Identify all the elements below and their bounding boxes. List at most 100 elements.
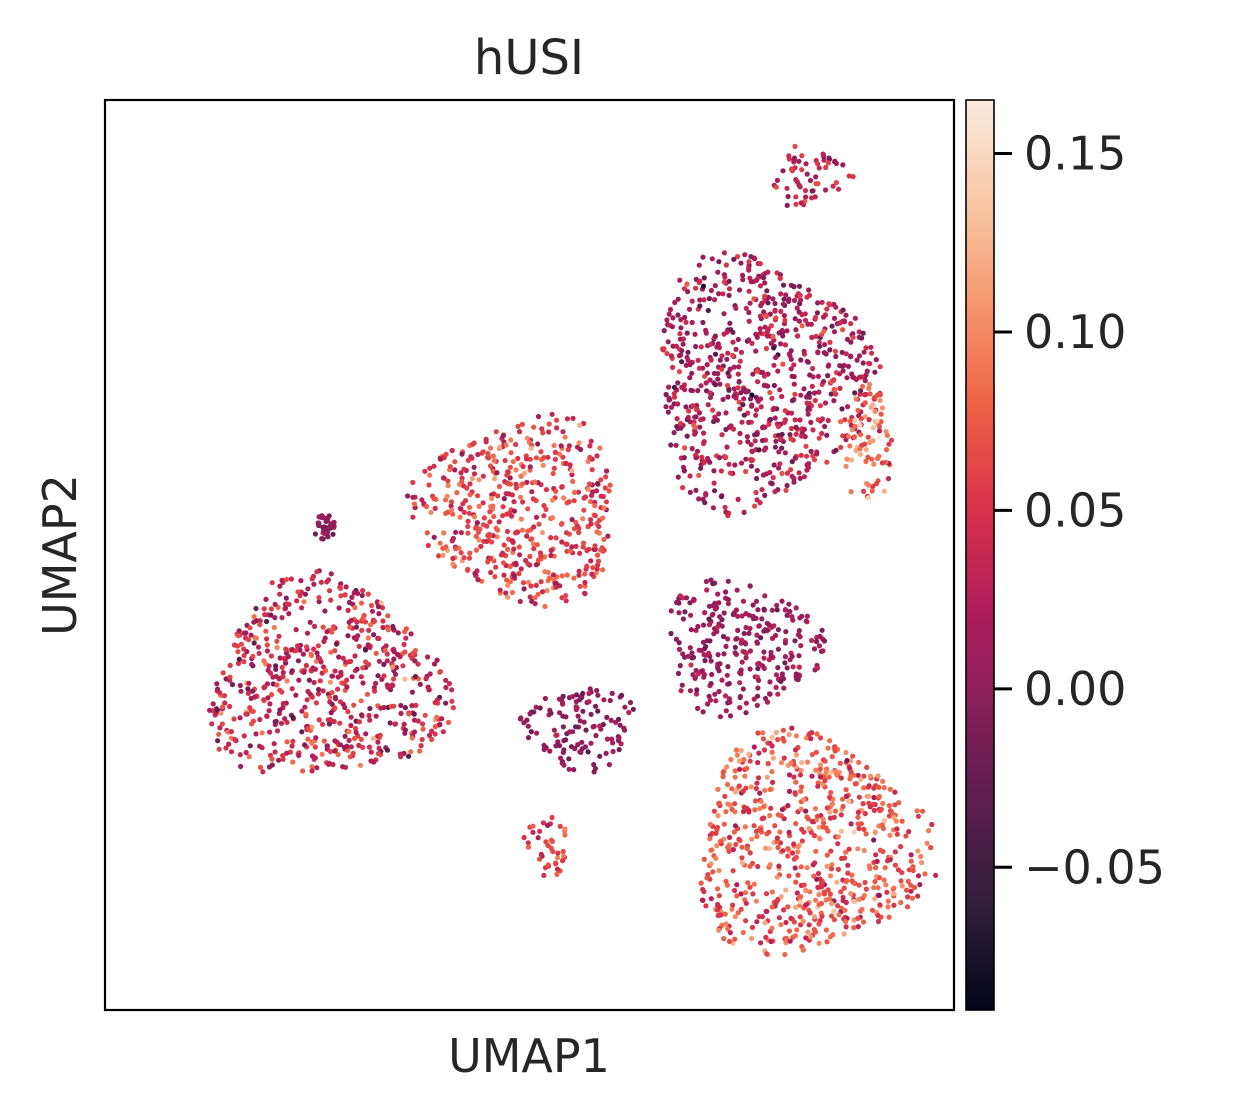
scatter-point <box>850 334 856 340</box>
scatter-point <box>780 676 787 682</box>
scatter-point <box>785 846 791 852</box>
scatter-point <box>252 694 258 700</box>
scatter-point <box>789 167 795 173</box>
scatter-point <box>792 417 798 423</box>
scatter-point <box>882 865 888 871</box>
scatter-point <box>785 193 791 200</box>
scatter-point <box>817 836 823 842</box>
scatter-point <box>720 396 726 402</box>
scatter-point <box>773 684 779 691</box>
scatter-point <box>822 423 828 430</box>
scatter-point <box>767 311 773 317</box>
scatter-point <box>269 762 275 768</box>
scatter-point <box>825 160 831 166</box>
scatter-point <box>545 822 551 829</box>
scatter-point <box>726 373 732 379</box>
scatter-point <box>875 918 882 925</box>
scatter-point <box>689 298 695 304</box>
scatter-point <box>770 779 776 786</box>
scatter-point <box>794 305 800 311</box>
scatter-point <box>887 786 893 792</box>
scatter-point <box>681 286 688 292</box>
scatter-point <box>594 481 601 487</box>
scatter-point <box>848 457 855 463</box>
scatter-point <box>792 391 798 397</box>
scatter-point <box>441 530 447 536</box>
scatter-point <box>723 589 729 595</box>
scatter-point <box>607 697 613 704</box>
scatter-point <box>384 658 390 664</box>
scatter-point <box>766 421 772 427</box>
scatter-point <box>830 377 836 383</box>
scatter-point <box>796 318 803 324</box>
scatter-point <box>740 277 746 283</box>
scatter-point <box>717 614 723 620</box>
scatter-point <box>311 646 317 652</box>
scatter-point <box>797 292 803 298</box>
scatter-point <box>706 622 713 628</box>
scatter-point <box>726 278 732 284</box>
scatter-point <box>868 404 874 410</box>
scatter-point <box>696 365 703 371</box>
scatter-point <box>507 464 513 470</box>
scatter-point <box>734 882 740 888</box>
scatter-point <box>591 769 597 775</box>
scatter-point <box>891 885 897 891</box>
scatter-point <box>545 862 551 868</box>
scatter-point <box>529 536 535 542</box>
scatter-point <box>815 870 822 877</box>
scatter-point <box>744 846 750 852</box>
scatter-point <box>348 617 354 624</box>
scatter-point <box>740 272 746 278</box>
scatter-point <box>267 701 273 707</box>
scatter-point <box>277 655 283 661</box>
scatter-point <box>886 813 893 819</box>
scatter-point <box>707 638 713 644</box>
scatter-point <box>926 828 932 834</box>
scatter-point <box>588 711 594 718</box>
scatter-point <box>826 301 832 307</box>
scatter-point <box>894 831 900 837</box>
scatter-point <box>758 826 764 833</box>
scatter-point <box>277 687 283 693</box>
scatter-point <box>819 913 825 919</box>
scatter-point <box>232 736 238 743</box>
scatter-point <box>788 915 794 922</box>
scatter-point <box>862 441 868 447</box>
scatter-point <box>215 738 221 744</box>
scatter-point <box>758 798 764 804</box>
scatter-point <box>825 887 831 893</box>
scatter-point <box>869 488 875 494</box>
scatter-point <box>575 713 581 719</box>
scatter-point <box>782 417 789 423</box>
scatter-point <box>750 371 756 377</box>
scatter-point <box>544 588 550 594</box>
plot-frame <box>103 98 956 1012</box>
scatter-point <box>730 868 736 874</box>
scatter-point <box>393 671 399 677</box>
scatter-point <box>915 893 921 899</box>
scatter-point <box>308 651 314 657</box>
scatter-point <box>237 715 243 721</box>
scatter-point <box>809 334 815 340</box>
scatter-point <box>736 836 742 842</box>
scatter-point <box>712 488 718 494</box>
scatter-point <box>720 769 726 776</box>
scatter-point <box>571 489 578 495</box>
scatter-point <box>780 848 786 854</box>
scatter-point <box>821 638 828 644</box>
scatter-point <box>333 641 340 647</box>
scatter-point <box>775 691 781 697</box>
scatter-point <box>876 793 883 800</box>
scatter-point <box>730 847 737 853</box>
scatter-point <box>715 907 721 913</box>
scatter-point <box>560 853 567 859</box>
scatter-point <box>489 495 495 501</box>
scatter-point <box>437 669 443 675</box>
scatter-point <box>796 470 802 476</box>
scatter-point <box>259 730 265 736</box>
scatter-point <box>798 894 804 900</box>
scatter-point <box>269 580 275 586</box>
scatter-point <box>817 633 823 640</box>
scatter-point <box>664 317 670 323</box>
